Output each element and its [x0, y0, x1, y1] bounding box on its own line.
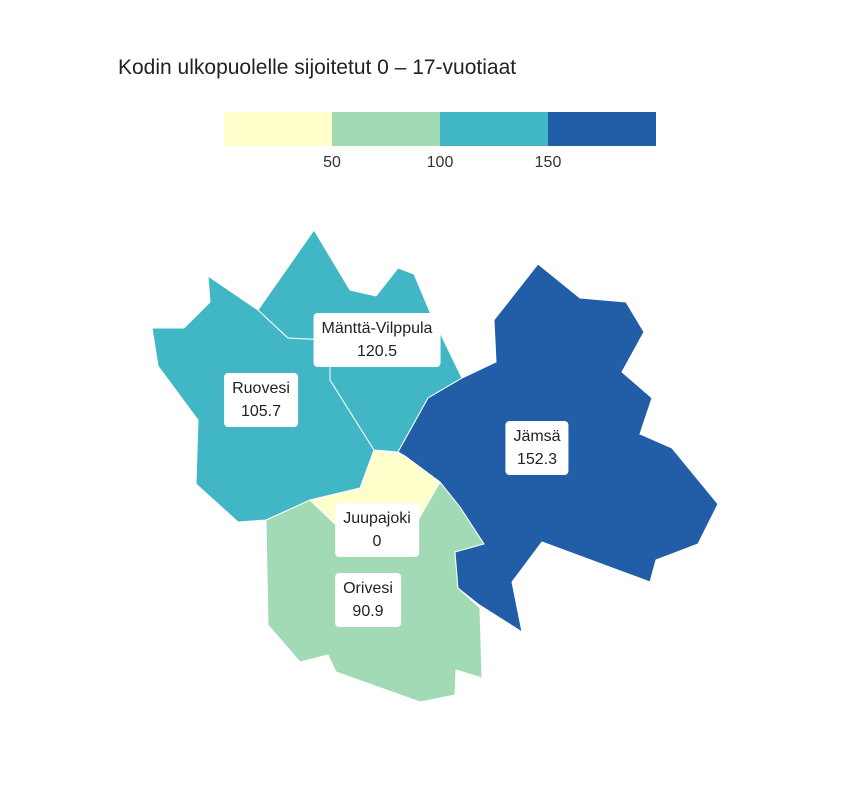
region-name: Orivesi — [343, 580, 393, 597]
region-name: Mänttä-Vilppula — [321, 320, 433, 337]
region-value: 120.5 — [356, 343, 398, 360]
region-name: Juupajoki — [343, 510, 411, 527]
region-value: 0 — [372, 533, 382, 550]
legend-tick-50: 50 — [323, 154, 341, 171]
map-title: Kodin ulkopuolelle sijoitetut 0 – 17-vuo… — [118, 56, 517, 79]
label-ruovesi: Ruovesi 105.7 — [224, 373, 298, 427]
region-name: Jämsä — [513, 428, 561, 445]
region-name: Ruovesi — [232, 380, 290, 397]
legend-bin-3 — [440, 112, 548, 146]
label-mantta-vilppula: Mänttä-Vilppula 120.5 — [313, 313, 441, 367]
legend-tick-150: 150 — [534, 154, 562, 171]
region-value: 105.7 — [240, 403, 282, 420]
label-juupajoki: Juupajoki 0 — [335, 503, 419, 557]
label-orivesi: Orivesi 90.9 — [335, 573, 401, 627]
region-value: 152.3 — [516, 451, 558, 468]
legend-bin-2 — [332, 112, 440, 146]
legend-bin-1 — [224, 112, 332, 146]
legend-bin-4 — [548, 112, 656, 146]
region-value: 90.9 — [352, 603, 384, 620]
legend-tick-100: 100 — [426, 154, 454, 171]
label-jamsa: Jämsä 152.3 — [505, 421, 569, 475]
